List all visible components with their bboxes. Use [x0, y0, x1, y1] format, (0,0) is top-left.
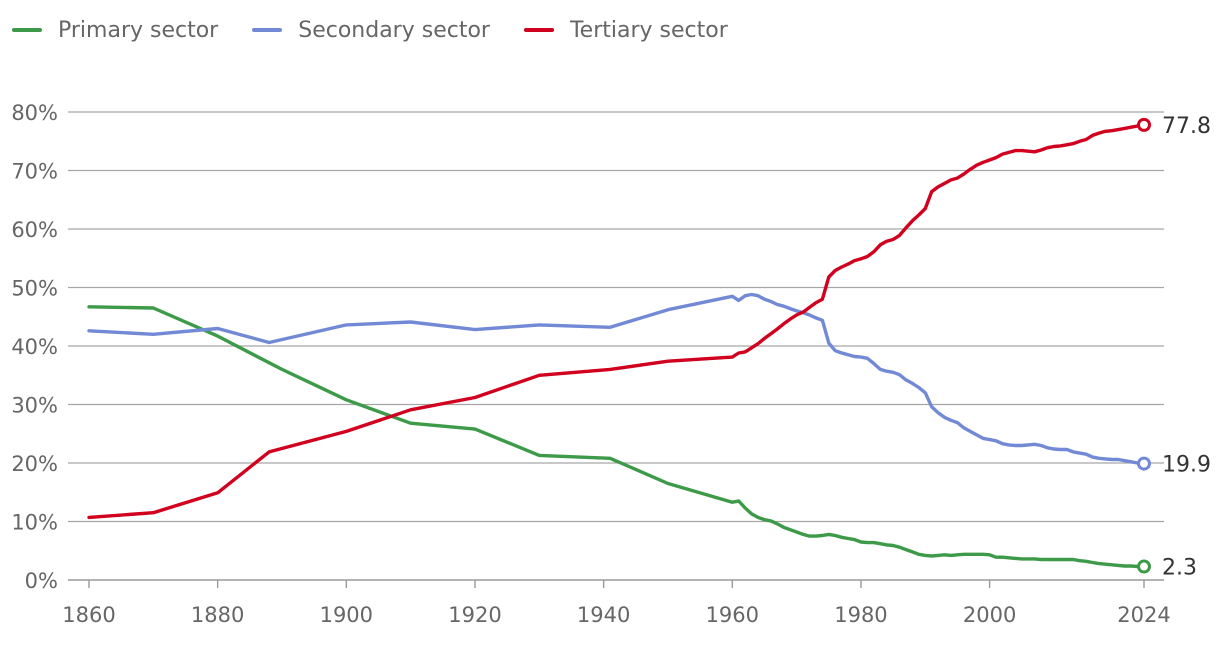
legend-label-primary: Primary sector [58, 17, 219, 43]
end-label-primary: 2.3 [1162, 556, 1197, 581]
x-tick-label: 2000 [963, 603, 1016, 627]
x-tick-label: 1980 [834, 603, 887, 627]
x-tick-label: 1860 [62, 603, 115, 627]
x-tick-label: 1900 [320, 603, 373, 627]
series-line-secondary[interactable] [87, 292, 1146, 466]
legend-swatch-tertiary [523, 28, 554, 32]
legend-label-secondary: Secondary sector [298, 17, 490, 43]
y-tick-label: 0% [25, 569, 58, 593]
y-tick-label: 60% [11, 218, 58, 242]
endpoint-marker-secondary[interactable] [1137, 456, 1151, 471]
legend-item-primary[interactable]: Primary sector [12, 18, 218, 43]
legend-label-tertiary: Tertiary sector [569, 17, 728, 43]
grid-lines [68, 111, 1164, 581]
axes: 0% 10% 20% 30% 40% 50% 60% 70% 80% 1860 1880 1900 19… [11, 101, 1170, 627]
legend-swatch-secondary [252, 28, 283, 32]
series-endpoints: 2.3 19.9 77.8 [1137, 114, 1211, 581]
legend-item-secondary[interactable]: Secondary sector [252, 18, 490, 43]
y-tick-label: 30% [11, 394, 58, 418]
x-tick-label: 1880 [191, 603, 244, 627]
y-tick-label: 10% [11, 511, 58, 535]
end-label-tertiary: 77.8 [1162, 114, 1211, 139]
x-tick-label: 2024 [1117, 603, 1170, 627]
series-line-tertiary[interactable] [87, 123, 1146, 520]
endpoint-marker-tertiary[interactable] [1137, 117, 1151, 132]
chart-legend: Primary sector Secondary sector Tertiary… [12, 10, 762, 50]
y-tick-label: 40% [11, 335, 58, 359]
end-label-secondary: 19.9 [1162, 453, 1211, 478]
y-tick-label: 80% [11, 101, 58, 125]
legend-item-tertiary[interactable]: Tertiary sector [523, 17, 728, 43]
y-tick-label: 20% [11, 452, 58, 476]
series-line-primary[interactable] [87, 305, 1146, 569]
x-tick-label: 1920 [448, 603, 501, 627]
y-tick-label: 70% [11, 160, 58, 184]
series-lines [87, 123, 1146, 569]
x-tick-label: 1940 [577, 603, 630, 627]
endpoint-marker-primary[interactable] [1137, 559, 1151, 574]
legend-swatch-primary [12, 28, 42, 32]
x-tick-label: 1960 [706, 603, 759, 627]
y-tick-label: 50% [11, 277, 58, 301]
